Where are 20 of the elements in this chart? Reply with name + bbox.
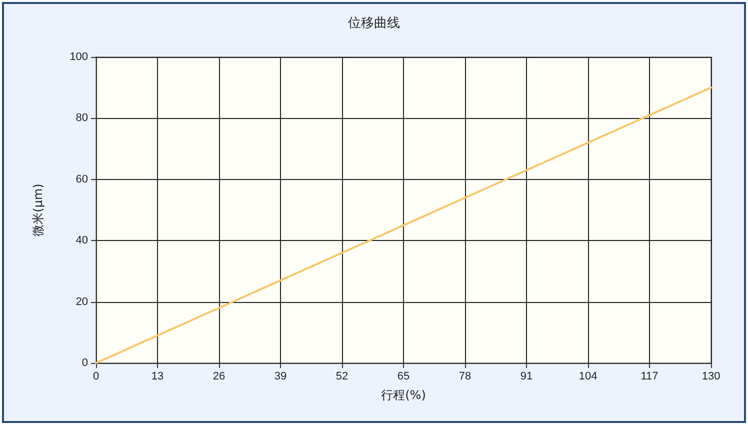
y-tick-label: 40 xyxy=(76,234,88,247)
x-tick-label: 91 xyxy=(520,370,533,382)
y-axis-title: 微米(μm) xyxy=(31,184,45,236)
y-tick-label: 100 xyxy=(70,51,88,63)
x-tick-label: 65 xyxy=(397,370,410,382)
y-tick-label: 80 xyxy=(76,112,88,124)
x-tick-label: 52 xyxy=(336,370,348,382)
x-tick-label: 130 xyxy=(702,370,720,382)
y-tick-label: 60 xyxy=(76,173,88,186)
x-tick-label: 117 xyxy=(640,370,658,382)
x-tick-label: 78 xyxy=(458,370,472,382)
x-tick-label: 0 xyxy=(92,370,100,382)
x-tick-label: 104 xyxy=(578,370,598,382)
x-tick-label: 26 xyxy=(212,370,226,382)
chart-title: 位移曲线 xyxy=(348,16,400,31)
x-tick-label: 39 xyxy=(274,370,287,382)
y-tick-label: 0 xyxy=(82,357,88,369)
x-tick-label: 13 xyxy=(151,370,164,382)
x-axis-title: 行程(%) xyxy=(381,388,426,402)
y-tick-label: 20 xyxy=(76,296,88,308)
